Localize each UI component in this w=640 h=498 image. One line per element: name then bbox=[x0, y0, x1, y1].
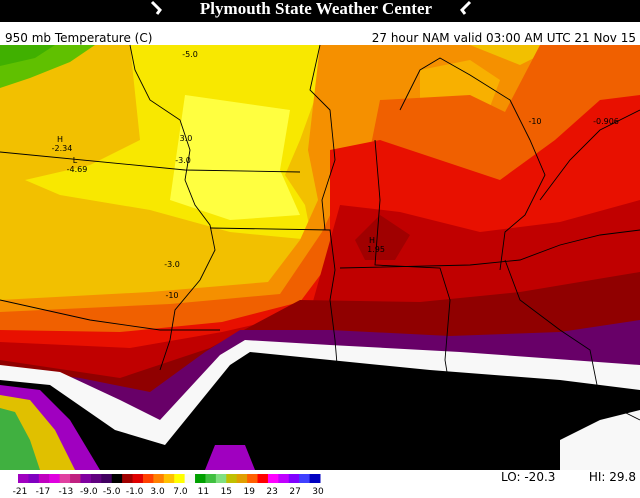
colorbar-swatch bbox=[49, 474, 61, 483]
colorbar-label: -21 bbox=[13, 487, 28, 497]
map-label: H bbox=[369, 236, 375, 245]
colorbar: -21 -17 -13 -9.0 -5.0 -1.0 3.0 7.0 11 15 19 23 27 30 bbox=[13, 474, 324, 497]
colorbar-swatch bbox=[226, 474, 238, 483]
colorbar-label: -13 bbox=[58, 487, 73, 497]
colorbar-swatch bbox=[153, 474, 165, 483]
colorbar-swatch bbox=[38, 474, 50, 483]
colorbar-swatch bbox=[59, 474, 71, 483]
map-label: -5.0 bbox=[182, 50, 198, 59]
colorbar-swatch bbox=[195, 474, 206, 483]
map-label: -3.0 bbox=[164, 260, 180, 269]
colorbar-swatch bbox=[299, 474, 311, 483]
colorbar-label: 23 bbox=[266, 487, 277, 497]
map-label: -10 bbox=[165, 291, 178, 300]
map-label: 3.0 bbox=[180, 134, 193, 143]
colorbar-swatch bbox=[122, 474, 134, 483]
colorbar-label: 19 bbox=[244, 487, 256, 497]
colorbar-label: -9.0 bbox=[80, 487, 98, 497]
colorbar-swatch bbox=[70, 474, 81, 483]
colorbar-label: 15 bbox=[221, 487, 232, 497]
colorbar-label: -17 bbox=[36, 487, 51, 497]
colorbar-swatch bbox=[174, 474, 186, 483]
colorbar-swatch bbox=[132, 474, 144, 483]
state-borders bbox=[0, 44, 640, 441]
low-value: LO: -20.3 bbox=[501, 470, 555, 484]
map-label: -10 bbox=[528, 117, 541, 126]
colorbar-swatch bbox=[101, 474, 113, 483]
colorbar-label: -1.0 bbox=[126, 487, 144, 497]
title: Plymouth State Weather Center bbox=[200, 0, 433, 18]
high-value: HI: 29.8 bbox=[589, 470, 636, 484]
colorbar-swatch bbox=[184, 474, 196, 483]
colorbar-label: 7.0 bbox=[173, 487, 188, 497]
colorbar-label: 11 bbox=[198, 487, 209, 497]
colorbar-swatch bbox=[236, 474, 248, 483]
colorbar-swatch bbox=[90, 474, 102, 483]
map-label: 1.95 bbox=[367, 245, 385, 254]
colorbar-swatch bbox=[309, 474, 321, 483]
colorbar-swatch bbox=[278, 474, 290, 483]
map-label: -4.69 bbox=[67, 165, 88, 174]
map-label: L bbox=[73, 156, 78, 165]
colorbar-swatch bbox=[142, 474, 154, 483]
colorbar-swatch bbox=[257, 474, 269, 483]
map-label: -3.0 bbox=[175, 156, 191, 165]
field-name: 950 mb Temperature (C) bbox=[5, 31, 152, 45]
header-bar bbox=[0, 0, 640, 22]
colorbar-swatch bbox=[215, 474, 227, 483]
colorbar-label: 30 bbox=[312, 487, 324, 497]
colorbar-swatch bbox=[111, 474, 123, 483]
temperature-field bbox=[0, 45, 640, 470]
valid-time: 27 hour NAM valid 03:00 AM UTC 21 Nov 15 bbox=[372, 31, 636, 45]
colorbar-swatch bbox=[28, 474, 40, 483]
colorbar-swatch bbox=[247, 474, 259, 483]
map-label: -0.906 bbox=[593, 117, 619, 126]
map-label: -2.34 bbox=[52, 144, 73, 153]
colorbar-swatch bbox=[288, 474, 300, 483]
colorbar-label: 3.0 bbox=[150, 487, 165, 497]
colorbar-swatch bbox=[18, 474, 29, 483]
colorbar-swatch bbox=[80, 474, 92, 483]
colorbar-swatch bbox=[205, 474, 217, 483]
logo-mark bbox=[150, 0, 472, 15]
colorbar-label: -5.0 bbox=[103, 487, 121, 497]
colorbar-swatch bbox=[163, 474, 175, 483]
colorbar-label: 27 bbox=[289, 487, 300, 497]
map-label: H bbox=[57, 135, 63, 144]
colorbar-swatch bbox=[267, 474, 279, 483]
